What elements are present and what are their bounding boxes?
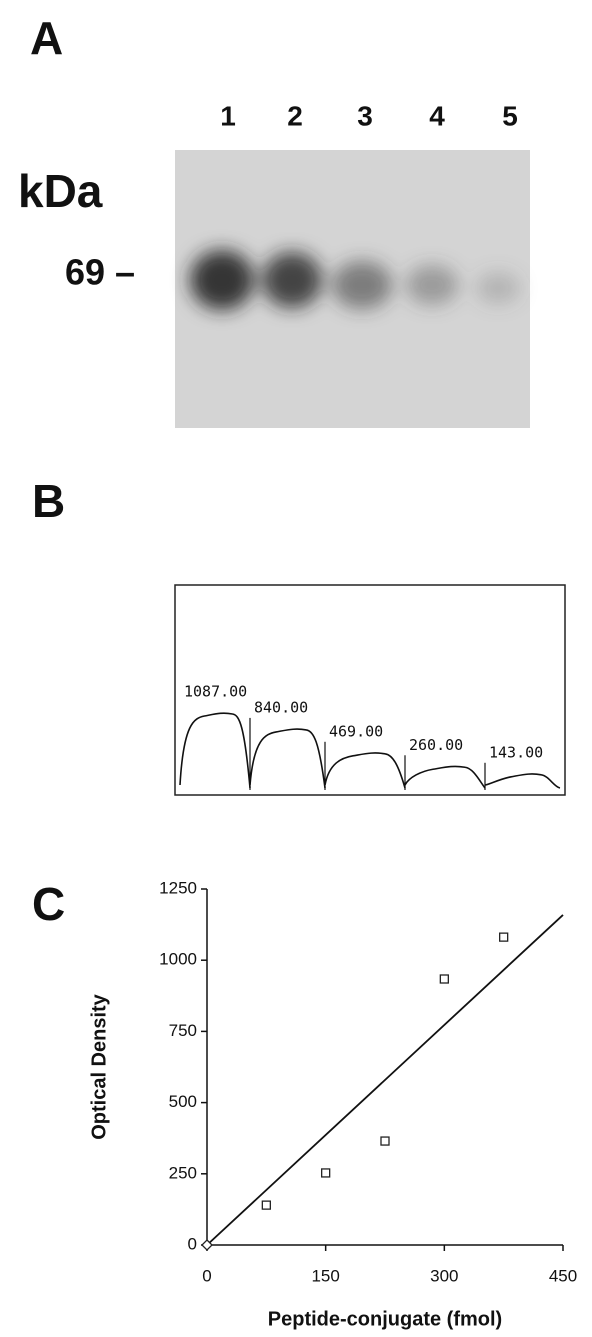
lane-label: 5 <box>502 100 518 131</box>
peak-label: 260.00 <box>409 736 463 754</box>
peak-label: 143.00 <box>489 743 543 761</box>
panel-label: A <box>30 12 63 64</box>
band <box>190 250 254 310</box>
x-tick-label: 0 <box>202 1266 211 1285</box>
y-tick-label: 1250 <box>159 878 197 897</box>
y-tick-label: 750 <box>169 1021 197 1040</box>
x-axis-title: Peptide-conjugate (fmol) <box>268 1308 502 1330</box>
trace-peak <box>405 766 485 788</box>
fit-line <box>207 915 563 1245</box>
point <box>440 975 448 983</box>
point <box>500 933 508 941</box>
band <box>476 272 520 304</box>
page: A kDa 69 – 1 2 3 4 5 B 1087.00 840.00 469.00 26… <box>0 0 592 1337</box>
lane-label: 1 <box>220 100 236 131</box>
x-tick-label: 450 <box>549 1266 577 1285</box>
band <box>406 265 458 305</box>
marker-label: 69 – <box>65 252 135 293</box>
y-tick-label: 1000 <box>159 950 197 969</box>
chart: C 0 250 500 750 1000 1250 0 150 300 450 Optical Den… <box>32 878 577 1330</box>
x-tick-label: 300 <box>430 1266 458 1285</box>
peak-label: 469.00 <box>329 722 383 740</box>
trace-peak <box>325 753 405 788</box>
peak-label: 840.00 <box>254 698 308 716</box>
trace-peak <box>250 729 325 788</box>
panel-label: C <box>32 878 65 930</box>
y-tick-label: 250 <box>169 1163 197 1182</box>
trace: 1087.00 840.00 469.00 260.00 143.00 <box>180 683 560 791</box>
band <box>262 252 322 308</box>
y-axis-title: Optical Density <box>88 993 110 1139</box>
y-tick-label: 0 <box>188 1234 197 1253</box>
peak-label: 1087.00 <box>184 683 247 701</box>
trace-peak <box>180 713 250 788</box>
figure: A kDa 69 – 1 2 3 4 5 B 1087.00 840.00 469.00 26… <box>0 0 592 1337</box>
trace-peak <box>485 774 560 788</box>
point <box>322 1169 330 1177</box>
panel-label: B <box>32 475 65 527</box>
unit-label: kDa <box>18 165 103 217</box>
band <box>332 261 392 309</box>
lane-label: 4 <box>429 100 445 131</box>
y-tick-label: 500 <box>169 1092 197 1111</box>
lane-label: 2 <box>287 100 303 131</box>
x-tick-label: 150 <box>311 1266 339 1285</box>
lane-labels: 1 2 3 4 5 <box>220 100 518 131</box>
lane-label: 3 <box>357 100 373 131</box>
point <box>381 1137 389 1145</box>
point <box>262 1201 270 1209</box>
